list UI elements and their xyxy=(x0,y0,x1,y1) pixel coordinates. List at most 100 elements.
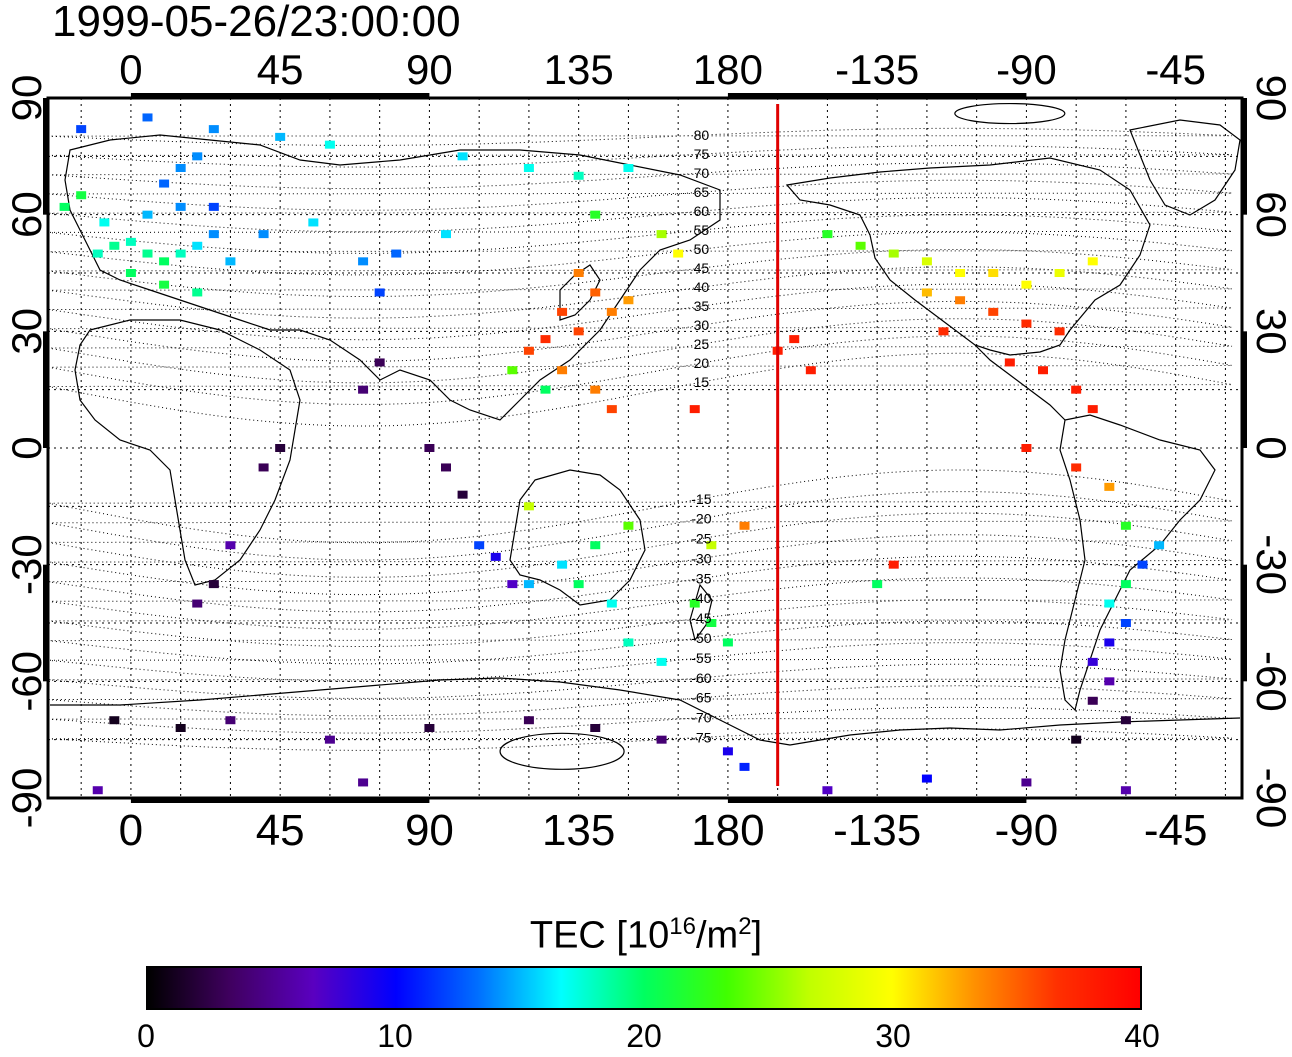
tec-cell xyxy=(1021,778,1032,787)
tec-cell xyxy=(590,724,601,732)
tec-cell xyxy=(175,202,186,211)
tec-cell xyxy=(92,249,103,258)
tec-cell xyxy=(358,385,369,394)
contour-line xyxy=(47,577,1233,630)
magnetic-pole-north xyxy=(954,102,1066,125)
frame-band xyxy=(727,798,1027,803)
tec-cell xyxy=(225,541,236,550)
tec-cell xyxy=(1104,638,1115,647)
frame-band xyxy=(1242,331,1247,448)
tec-cell xyxy=(955,296,966,305)
contour-label: 60 xyxy=(694,203,710,219)
tec-cell xyxy=(192,599,203,608)
contour-line xyxy=(47,162,1233,190)
coastline-central-america xyxy=(974,344,1066,421)
contour-line xyxy=(47,685,1233,717)
tec-cell xyxy=(988,307,999,316)
tec-cell xyxy=(1021,444,1032,452)
tec-cell xyxy=(822,786,833,795)
tec-cell xyxy=(590,385,601,394)
tec-cell xyxy=(208,580,219,589)
tec-cell xyxy=(1054,269,1065,277)
tec-map: 80 75 70 65 60 55 50 45 40 35 30 25 20 15 -15 -20 -25 -30… xyxy=(3,46,1292,855)
tec-cell xyxy=(125,269,136,277)
tec-cell xyxy=(142,113,153,122)
bottom-lon-tick: 45 xyxy=(256,806,305,855)
contour-line xyxy=(47,249,1233,297)
tec-data-cells xyxy=(59,113,1165,795)
tec-cell xyxy=(1038,366,1048,375)
tec-cell xyxy=(656,657,667,666)
contour-line xyxy=(47,197,1233,233)
colorbar-tick-label: 0 xyxy=(137,1018,155,1054)
tec-cell xyxy=(805,366,816,375)
magnetic-pole-south xyxy=(499,732,625,770)
contour-line xyxy=(47,642,1233,682)
contour-label: 65 xyxy=(694,184,710,200)
tec-cell xyxy=(99,218,110,227)
frame-band xyxy=(727,93,1027,98)
tec-cell xyxy=(789,335,800,344)
contour-line xyxy=(47,728,1233,751)
coastline-new-zealand xyxy=(689,583,713,642)
tec-cell xyxy=(888,560,899,569)
contour-label: 35 xyxy=(694,298,710,314)
tec-cell xyxy=(523,164,534,172)
tec-cell xyxy=(623,638,634,647)
tec-cell xyxy=(1104,482,1115,491)
tec-cell xyxy=(523,580,534,589)
contour-label: 80 xyxy=(694,127,710,143)
tec-cell xyxy=(921,774,932,783)
tec-cell xyxy=(1071,735,1082,744)
right-lat-tick: 60 xyxy=(1248,191,1292,238)
tec-cell xyxy=(606,599,617,608)
frame-band xyxy=(130,93,430,98)
tec-cell xyxy=(590,541,601,550)
tec-cell xyxy=(1154,541,1165,550)
bottom-lon-tick: 0 xyxy=(119,806,143,855)
tec-cell xyxy=(275,132,286,141)
top-lon-tick: 90 xyxy=(406,46,453,93)
tec-cell xyxy=(1004,358,1015,367)
tec-cell xyxy=(441,230,451,239)
tec-cell xyxy=(1071,463,1082,472)
frame-band xyxy=(43,98,48,215)
tec-cell xyxy=(656,735,667,744)
contour-label: -25 xyxy=(691,531,711,547)
tec-cell xyxy=(258,463,269,472)
right-lat-tick: 30 xyxy=(1248,308,1292,355)
contour-label: 40 xyxy=(694,279,710,295)
tec-cell xyxy=(1021,280,1032,289)
contour-label: 45 xyxy=(694,260,710,276)
tec-cell xyxy=(175,724,186,732)
top-lon-tick: 180 xyxy=(693,46,763,93)
left-lat-tick: 30 xyxy=(3,308,50,355)
tec-cell xyxy=(689,599,700,608)
lat-lon-grid xyxy=(48,98,1242,798)
tec-cell xyxy=(358,778,369,787)
tec-cell xyxy=(225,716,236,725)
tec-cell xyxy=(557,560,568,569)
tec-cell xyxy=(540,335,551,344)
left-lat-tick: -60 xyxy=(3,651,50,712)
top-lon-tick: -135 xyxy=(835,46,919,93)
tec-cell xyxy=(523,716,534,725)
colorbar-tick-label: 40 xyxy=(1124,1018,1160,1054)
contour-line xyxy=(47,231,1233,276)
tec-cell xyxy=(1054,327,1065,336)
colorbar-tick-label: 20 xyxy=(626,1018,662,1054)
tec-cell xyxy=(722,747,733,756)
colorbar-tick-label: 30 xyxy=(875,1018,911,1054)
tec-cell xyxy=(540,385,551,394)
bottom-lon-tick: 90 xyxy=(405,806,454,855)
tec-cell xyxy=(523,346,534,355)
right-lat-tick: -30 xyxy=(1248,534,1292,595)
tec-cell xyxy=(739,521,750,530)
tec-cell xyxy=(1104,677,1115,686)
contour-line xyxy=(47,266,1233,319)
colorbar xyxy=(146,966,1142,1010)
contour-line xyxy=(47,145,1233,168)
bottom-lon-tick: 135 xyxy=(542,806,615,855)
tec-cell xyxy=(855,241,866,250)
tec-cell xyxy=(324,140,335,149)
